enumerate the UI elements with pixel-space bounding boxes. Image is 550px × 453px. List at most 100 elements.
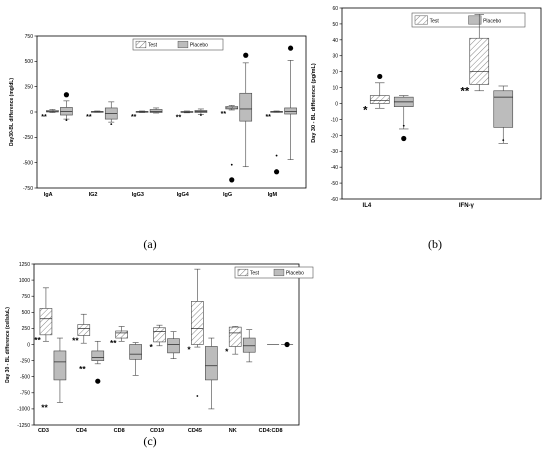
box-placebo xyxy=(53,350,67,381)
box-placebo xyxy=(129,344,142,360)
y-tick-label: 250 xyxy=(25,84,34,90)
box-test xyxy=(77,324,91,336)
category-label: IgG4 xyxy=(177,192,190,198)
panel-c-caption: (c) xyxy=(143,434,156,448)
y-tick-label: -20 xyxy=(331,133,338,139)
y-tick-label: -10 xyxy=(331,117,338,123)
box-test xyxy=(369,95,390,104)
category-label: IgM xyxy=(268,192,278,198)
panel-b-chart: -60 -50 -40 -30 -20 -10 0 10 20 30 40 50 60 Day 30 - … xyxy=(311,6,542,209)
significance-marker: ** xyxy=(34,335,41,345)
y-tick-label: 50 xyxy=(332,22,338,28)
category-label: IG2 xyxy=(89,192,98,198)
outlier-point xyxy=(502,139,505,142)
y-tick-label: 0 xyxy=(27,342,30,348)
significance-marker: ** xyxy=(460,85,469,97)
category-label: NK xyxy=(229,428,237,434)
legend-label-test: Test xyxy=(148,42,158,48)
outlier-point xyxy=(275,154,278,157)
box-test xyxy=(115,330,128,339)
outlier-point xyxy=(273,169,280,175)
category-label: IL4 xyxy=(363,203,372,209)
legend-label-test: Test xyxy=(250,271,260,277)
box-placebo xyxy=(167,338,180,354)
significance-marker: ** xyxy=(176,114,182,121)
category-label: IgG3 xyxy=(132,192,144,198)
significance-marker-placebo: ** xyxy=(41,402,48,412)
outlier-point xyxy=(284,341,290,348)
significance-marker: ** xyxy=(41,114,47,121)
y-tick-label: 750 xyxy=(22,294,31,300)
outlier-point xyxy=(95,378,101,384)
outlier-point xyxy=(63,92,70,98)
legend-label-test: Test xyxy=(430,18,440,24)
significance-marker: * xyxy=(187,345,191,355)
box-test xyxy=(228,326,242,347)
box-placebo xyxy=(493,90,514,128)
significance-marker: ** xyxy=(86,114,92,121)
y-tick-label: -1250 xyxy=(17,423,30,429)
y-tick-label: 60 xyxy=(332,6,338,12)
outlier-point xyxy=(65,119,68,122)
significance-marker: ** xyxy=(131,114,137,121)
outlier-point xyxy=(196,395,199,397)
box-test xyxy=(39,308,53,336)
box-test xyxy=(153,327,166,343)
outlier-point xyxy=(243,52,249,58)
box-placebo xyxy=(91,350,105,361)
y-tick-label: -250 xyxy=(20,358,30,364)
significance-marker: ** xyxy=(265,114,271,121)
box-test xyxy=(191,301,204,345)
category-label: CD4:CD8 xyxy=(259,428,283,434)
box-placebo xyxy=(205,346,218,381)
category-label: CD45 xyxy=(188,428,202,434)
outlier-point xyxy=(401,135,407,142)
y-tick-label: -250 xyxy=(23,135,33,141)
outlier-point xyxy=(110,123,113,126)
box-placebo xyxy=(239,92,253,122)
box-placebo xyxy=(284,107,297,115)
legend-swatch-placebo xyxy=(177,40,189,49)
category-label: IgG xyxy=(223,192,232,198)
y-tick-label: -1000 xyxy=(17,407,30,413)
significance-marker: ** xyxy=(221,111,227,118)
legend-swatch-test xyxy=(135,40,147,49)
outlier-point xyxy=(230,163,233,166)
category-label: CD19 xyxy=(150,428,164,434)
outlier-point xyxy=(377,73,383,80)
significance-marker: * xyxy=(149,342,153,352)
significance-marker-placebo: ** xyxy=(79,364,86,374)
panel-a-chart: -750 -500 -250 0 250 500 750 Day30-BL differenc… xyxy=(9,34,307,198)
y-tick-label: -750 xyxy=(20,391,30,397)
y-tick-label: -60 xyxy=(331,197,338,203)
y-tick-label: 0 xyxy=(335,101,338,107)
panel-b-caption: (b) xyxy=(428,237,442,251)
y-tick-label: 1250 xyxy=(19,262,30,268)
y-tick-label: -30 xyxy=(331,149,338,155)
y-tick-label: 750 xyxy=(25,34,34,40)
y-tick-label: 30 xyxy=(332,54,338,60)
y-tick-label: 500 xyxy=(25,59,34,65)
y-tick-label: 500 xyxy=(22,310,31,316)
category-label: CD3 xyxy=(38,428,49,434)
legend-label-placebo: Placebo xyxy=(286,271,304,277)
significance-marker: ** xyxy=(110,338,117,348)
significance-marker: * xyxy=(225,346,229,356)
outlier-point xyxy=(229,177,235,183)
category-label: CD8 xyxy=(114,428,125,434)
outlier-point xyxy=(402,124,405,127)
significance-marker: * xyxy=(363,105,368,117)
category-label: IFN-γ xyxy=(459,203,475,209)
y-axis-title: Day 30 - BL difference (pg/mL) xyxy=(311,63,317,143)
box-test xyxy=(469,37,490,85)
legend-swatch-placebo xyxy=(273,268,285,277)
y-tick-label: 1000 xyxy=(19,278,30,284)
category-label: CD4 xyxy=(76,428,88,434)
legend-label-placebo: Placebo xyxy=(190,42,208,48)
y-tick-label: 40 xyxy=(332,38,338,44)
y-tick-label: 10 xyxy=(332,86,338,92)
plot-frame xyxy=(36,35,307,189)
panel-a-caption: (a) xyxy=(143,237,156,251)
legend-label-placebo: Placebo xyxy=(483,18,501,24)
